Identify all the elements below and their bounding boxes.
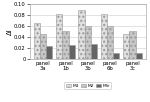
Bar [85,26,91,59]
Bar [46,46,52,59]
Bar [107,26,113,59]
Bar [129,30,136,59]
Bar [78,10,85,59]
Bar [136,53,142,59]
Bar [113,53,119,59]
Bar [101,14,107,59]
Bar [91,44,97,59]
Y-axis label: Δl: Δl [7,28,13,35]
Bar [69,45,75,59]
Bar [123,34,129,59]
Bar [40,34,46,59]
Bar [56,14,62,59]
Legend: M1, M2, Miii: M1, M2, Miii [64,82,111,89]
Bar [34,23,40,59]
Bar [62,30,69,59]
